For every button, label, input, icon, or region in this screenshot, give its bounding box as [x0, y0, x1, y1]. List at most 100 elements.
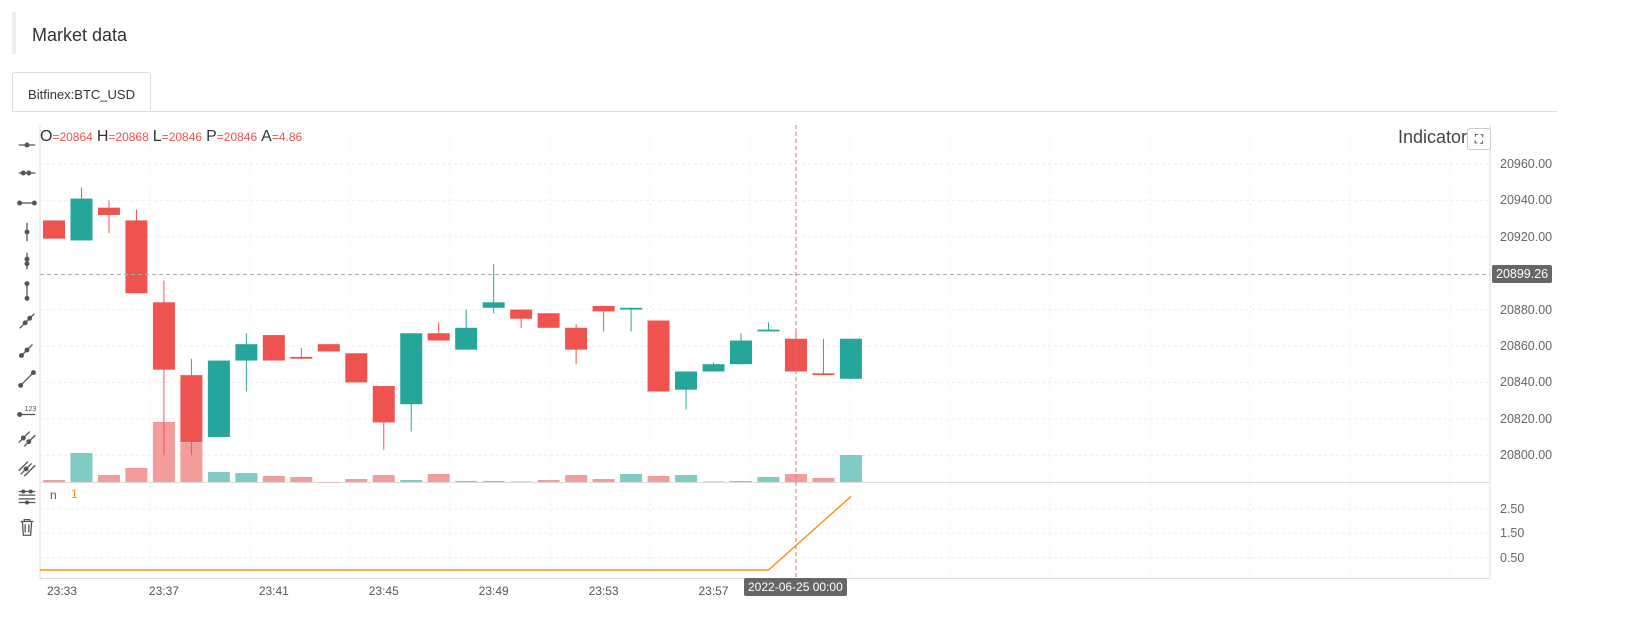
- volume-bar: [125, 468, 148, 482]
- volume-bar: [757, 477, 780, 482]
- time-tick-label: 23:53: [588, 584, 619, 598]
- pitchfork-tool[interactable]: [12, 456, 42, 480]
- vertical-line-tool[interactable]: [12, 279, 42, 303]
- volume-bar: [207, 472, 230, 482]
- candle-body: [125, 220, 148, 294]
- candle-body: [537, 313, 560, 328]
- volume-bar: [730, 481, 752, 482]
- candle-body: [784, 338, 807, 372]
- volume-bar: [262, 476, 285, 482]
- candle-body: [70, 198, 93, 241]
- price-label-tool[interactable]: 123: [12, 397, 42, 421]
- indicator-tick-label: 1.50: [1500, 526, 1525, 541]
- time-tick-label: 23:37: [148, 584, 179, 598]
- horizontal-line-tool[interactable]: [12, 191, 42, 215]
- price-tick-label: 20800.00: [1500, 448, 1553, 463]
- candle-body: [207, 360, 230, 437]
- volume-bar: [647, 476, 670, 482]
- candle-body: [757, 329, 780, 332]
- candle-body: [565, 327, 588, 350]
- volume-bar: [839, 455, 862, 482]
- indicator-n-label: n: [50, 488, 57, 502]
- candle-body: [702, 364, 725, 372]
- parallel-channel-icon: [18, 431, 36, 447]
- delete-tool[interactable]: [12, 515, 42, 539]
- parallel-channel-tool[interactable]: [12, 426, 42, 450]
- candle-body: [730, 340, 752, 365]
- volume-bar: [317, 482, 340, 483]
- candle-body: [262, 335, 285, 361]
- candle-body: [317, 344, 340, 352]
- pitchfork-icon: [18, 461, 36, 477]
- time-tick-label: 23:41: [258, 584, 289, 598]
- amount-value: =4.86: [271, 130, 303, 144]
- indicator-tick-label: 0.50: [1500, 550, 1525, 565]
- volume-bar: [427, 474, 450, 482]
- candle-body: [675, 371, 698, 390]
- tab-bitfinex-btc-usd[interactable]: Bitfinex:BTC_USD: [12, 72, 151, 111]
- price-tick-label: 20940.00: [1500, 193, 1553, 208]
- candle-body: [372, 386, 395, 423]
- open-label: O: [40, 128, 53, 145]
- vertical-segment-tool[interactable]: [12, 249, 42, 273]
- low-label: L: [152, 128, 162, 145]
- vertical-ray-tool[interactable]: [12, 220, 42, 244]
- candle-body: [839, 338, 862, 379]
- volume-bar: [400, 480, 423, 482]
- page-title-text: Market data: [32, 25, 128, 45]
- amount-label: A: [261, 128, 272, 145]
- price-value: =20846: [216, 130, 258, 144]
- volume-bar: [702, 481, 725, 482]
- trend-line-tool[interactable]: [12, 367, 42, 391]
- indicator-line: [40, 495, 852, 571]
- volume-bar: [345, 479, 368, 482]
- price-tick-label: 20920.00: [1500, 229, 1553, 244]
- candle-body: [455, 327, 478, 350]
- volume-bar: [482, 481, 505, 482]
- candle-body: [97, 207, 120, 215]
- candle-body: [345, 353, 368, 383]
- candle-body: [235, 344, 258, 361]
- volume-bar: [812, 478, 835, 482]
- horizontal-segment-tool[interactable]: [12, 161, 42, 185]
- price-tick-label: 20880.00: [1500, 302, 1553, 317]
- fullscreen-button[interactable]: ⛶: [1467, 128, 1491, 150]
- price-tick-label: 20960.00: [1500, 157, 1553, 171]
- price-tick-label: 20860.00: [1500, 339, 1553, 353]
- candle-body: [400, 333, 423, 405]
- trend-segment-icon: [19, 344, 33, 358]
- fib-levels-tool[interactable]: [12, 485, 42, 509]
- vertical-segment-icon: [24, 252, 30, 270]
- indicator-tick-label: 2.50: [1500, 501, 1525, 516]
- volume-bar: [620, 474, 643, 482]
- volume-bar: [455, 481, 478, 482]
- volume-bar: [592, 479, 615, 482]
- open-value: =20864: [52, 130, 93, 144]
- candle-body: [620, 307, 643, 310]
- tab-divider: [12, 111, 1557, 112]
- price-tick-label: 20820.00: [1500, 411, 1553, 426]
- candle-body: [43, 220, 65, 239]
- volume-bar: [97, 475, 120, 482]
- volume-bar: [537, 480, 560, 482]
- horizontal-ray-icon: [18, 142, 36, 148]
- horizontal-ray-tool[interactable]: [12, 133, 42, 157]
- svg-text:123: 123: [24, 404, 36, 413]
- trend-segment-tool[interactable]: [12, 338, 42, 362]
- volume-bar: [372, 475, 395, 482]
- candle-body: [647, 320, 670, 392]
- time-tick-label: 23:45: [368, 584, 399, 598]
- vertical-line-icon: [24, 281, 30, 301]
- indicator-n-value: 1: [71, 487, 78, 501]
- volume-bar: [565, 475, 588, 482]
- expand-icon: ⛶: [1474, 131, 1484, 146]
- volume-bar: [675, 475, 698, 482]
- trend-ray-tool[interactable]: [12, 309, 42, 333]
- volume-bar: [235, 473, 258, 482]
- high-label: H: [96, 128, 109, 145]
- price-label: P: [206, 128, 217, 145]
- volume-bar: [180, 443, 203, 482]
- volume-bar: [43, 480, 65, 482]
- low-value: =20846: [161, 130, 203, 144]
